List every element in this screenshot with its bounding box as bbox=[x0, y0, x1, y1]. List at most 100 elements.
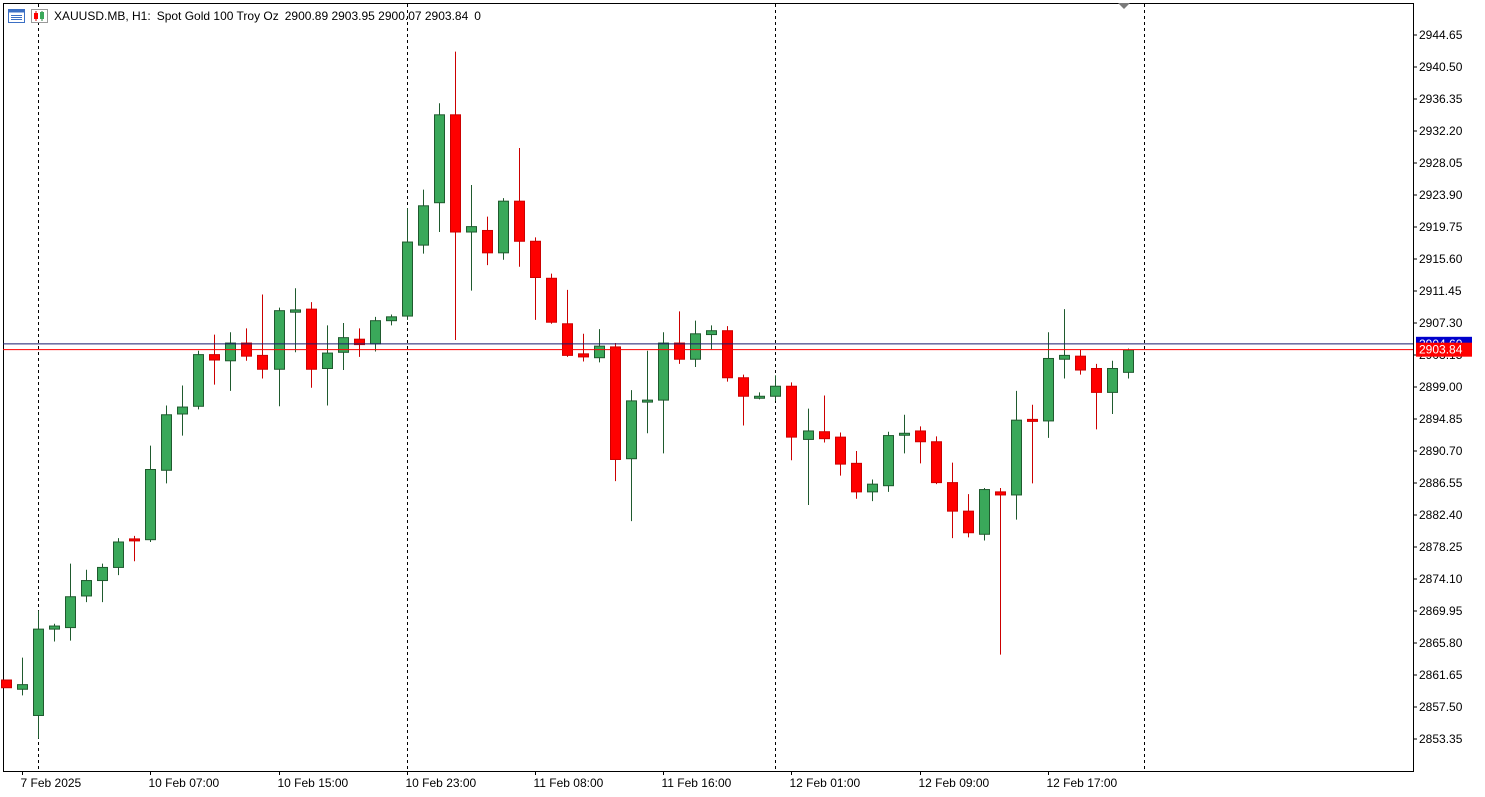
candle-body bbox=[113, 541, 124, 568]
x-axis-tick-label: 11 Feb 08:00 bbox=[534, 776, 604, 790]
y-axis-tick-label: 2936.35 bbox=[1419, 92, 1463, 106]
candle-body bbox=[738, 377, 749, 397]
candle-body bbox=[482, 229, 493, 254]
y-axis-tick-label: 2874.10 bbox=[1419, 572, 1463, 586]
candle-body bbox=[610, 346, 621, 460]
candle-body bbox=[915, 430, 926, 443]
candle-body bbox=[594, 345, 605, 359]
candle-body bbox=[49, 625, 60, 630]
x-axis-tick-label: 7 Feb 2025 bbox=[21, 776, 82, 790]
candle-body bbox=[274, 310, 285, 370]
x-axis-tick-label: 10 Feb 15:00 bbox=[278, 776, 349, 790]
candle-body bbox=[338, 337, 349, 353]
candle-body bbox=[530, 240, 541, 279]
candle-body bbox=[578, 353, 589, 358]
y-axis-tick-label: 2944.65 bbox=[1419, 28, 1463, 42]
candle-body bbox=[626, 400, 637, 460]
candle-body bbox=[706, 330, 717, 336]
bid-price-label: 2903.84 bbox=[1419, 343, 1463, 357]
candle-body bbox=[979, 489, 990, 535]
y-axis-tick-label: 2853.35 bbox=[1419, 732, 1463, 746]
candle-body bbox=[562, 323, 573, 356]
symbol-description: Spot Gold 100 Troy Oz bbox=[156, 9, 279, 23]
x-axis-tick-label: 10 Feb 07:00 bbox=[149, 776, 220, 790]
candle-body bbox=[290, 309, 301, 313]
y-axis-tick-label: 2865.80 bbox=[1419, 636, 1463, 650]
candle-body bbox=[851, 462, 862, 493]
y-axis-tick-label: 2923.90 bbox=[1419, 188, 1463, 202]
y-axis-tick-label: 2869.95 bbox=[1419, 604, 1463, 618]
candle-body bbox=[322, 352, 333, 369]
y-axis-tick-label: 2890.70 bbox=[1419, 444, 1463, 458]
candle-body bbox=[819, 431, 830, 440]
candle-body bbox=[690, 333, 701, 360]
y-axis-tick-label: 2940.50 bbox=[1419, 60, 1463, 74]
y-axis-tick-label: 2928.05 bbox=[1419, 156, 1463, 170]
x-axis-tick-label: 12 Feb 09:00 bbox=[919, 776, 990, 790]
candle-body bbox=[770, 385, 781, 397]
plot-area[interactable] bbox=[3, 3, 1414, 772]
candle-body bbox=[1027, 418, 1038, 422]
chart-list-icon[interactable] bbox=[8, 9, 25, 23]
candle-body bbox=[883, 435, 894, 487]
candle-body bbox=[722, 330, 733, 379]
candle-body bbox=[33, 628, 44, 716]
candle-body bbox=[1, 679, 12, 689]
header-extra-value: 0 bbox=[474, 9, 481, 23]
candle-body bbox=[786, 385, 797, 438]
candle-body bbox=[209, 354, 220, 361]
candle-body bbox=[97, 566, 108, 582]
chart-header: XAUUSD.MB, H1: Spot Gold 100 Troy Oz 290… bbox=[8, 7, 481, 25]
candle-body bbox=[498, 200, 509, 254]
candle-body bbox=[450, 114, 461, 233]
candle-body bbox=[899, 432, 910, 436]
candle-body bbox=[129, 538, 140, 542]
y-axis-tick-label: 2919.75 bbox=[1419, 220, 1463, 234]
x-axis-tick-label: 12 Feb 01:00 bbox=[790, 776, 861, 790]
candle-body bbox=[1107, 367, 1118, 393]
candle-body bbox=[1123, 349, 1134, 373]
y-axis-tick-label: 2882.40 bbox=[1419, 508, 1463, 522]
candle-body bbox=[65, 596, 76, 629]
y-axis-tick-label: 2911.45 bbox=[1419, 284, 1462, 298]
candles-icon[interactable] bbox=[31, 9, 48, 23]
scroll-marker-icon[interactable] bbox=[1118, 3, 1130, 9]
candle-body bbox=[225, 342, 236, 362]
candle-body bbox=[402, 241, 413, 317]
x-axis-tick-label: 12 Feb 17:00 bbox=[1047, 776, 1118, 790]
candle-body bbox=[418, 205, 429, 246]
candle-body bbox=[145, 469, 156, 541]
y-axis-tick-label: 2857.50 bbox=[1419, 700, 1463, 714]
candle-body bbox=[931, 441, 942, 484]
candle-body bbox=[257, 354, 268, 370]
candle-body bbox=[354, 338, 365, 346]
candle-body bbox=[1043, 357, 1054, 422]
y-axis-tick-label: 2878.25 bbox=[1419, 540, 1463, 554]
candle-body bbox=[1091, 367, 1102, 393]
symbol-label: XAUUSD.MB, H1: bbox=[54, 9, 151, 23]
y-axis-tick-label: 2932.20 bbox=[1419, 124, 1463, 138]
y-axis-tick-label: 2886.55 bbox=[1419, 476, 1463, 490]
x-axis-tick-label: 10 Feb 23:00 bbox=[406, 776, 477, 790]
candle-body bbox=[306, 308, 317, 370]
y-axis-tick-label: 2899.00 bbox=[1419, 380, 1463, 394]
candle-body bbox=[658, 342, 669, 401]
candle-body bbox=[193, 354, 204, 407]
y-axis-tick-label: 2894.85 bbox=[1419, 412, 1463, 426]
y-axis-tick-label: 2915.60 bbox=[1419, 252, 1463, 266]
candle-body bbox=[161, 414, 172, 471]
x-axis-tick-label: 11 Feb 16:00 bbox=[662, 776, 732, 790]
candle-body bbox=[177, 406, 188, 415]
y-axis-tick-label: 2907.30 bbox=[1419, 316, 1463, 330]
candle-body bbox=[674, 342, 685, 360]
candle-body bbox=[386, 316, 397, 322]
candle-body bbox=[434, 114, 445, 204]
ohlc-values: 2900.89 2903.95 2900.07 2903.84 bbox=[284, 9, 469, 23]
candle-body bbox=[995, 491, 1006, 496]
candle-body bbox=[803, 430, 814, 440]
candle-body bbox=[1075, 355, 1086, 371]
candle-body bbox=[81, 580, 92, 597]
candle-body bbox=[642, 399, 653, 403]
